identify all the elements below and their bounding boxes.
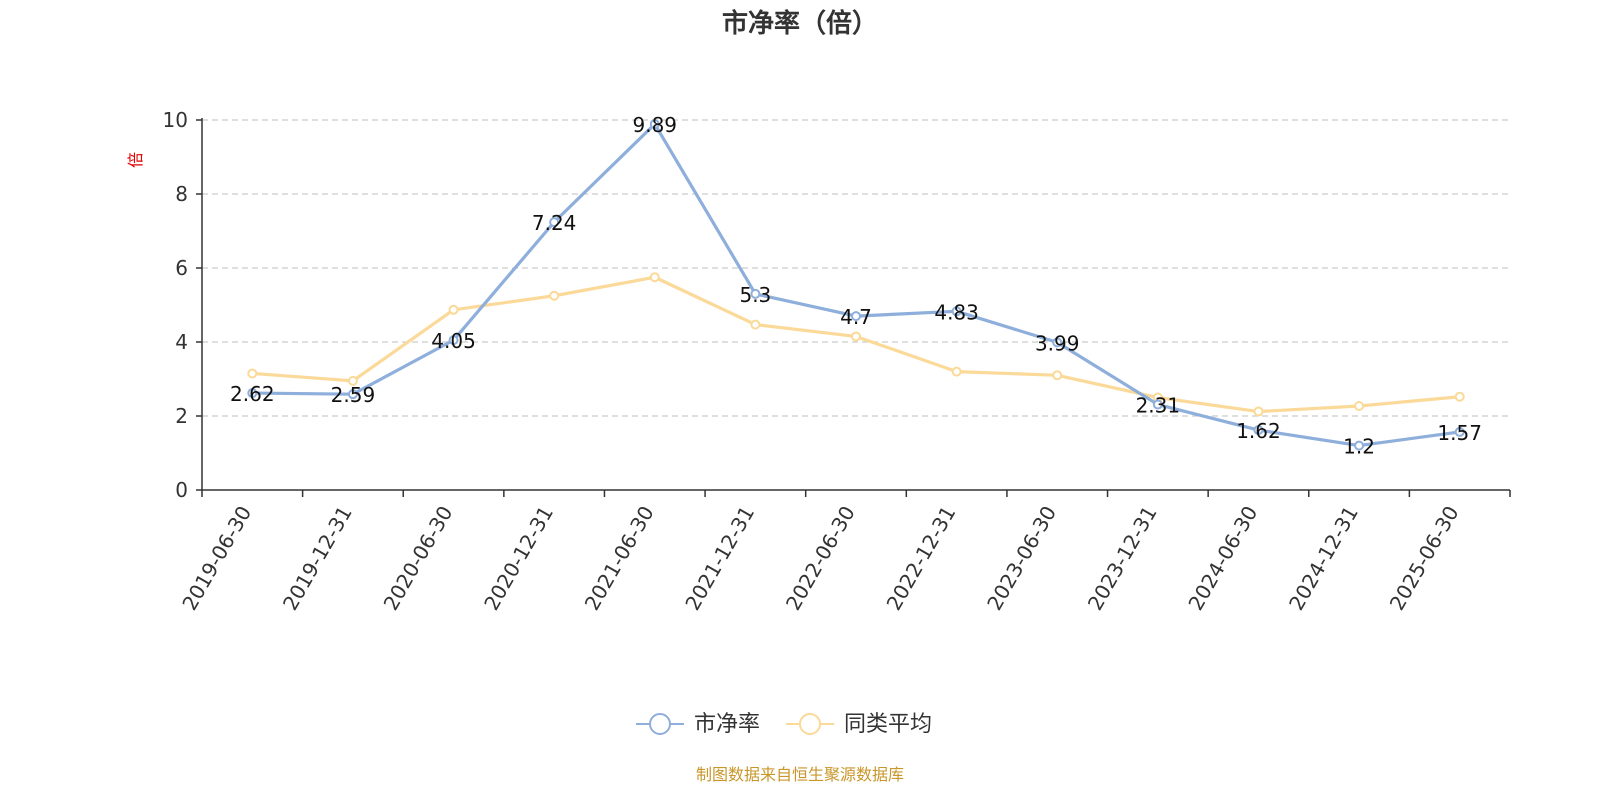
data-label: 2.31 <box>1136 394 1181 418</box>
data-point[interactable] <box>1052 370 1063 381</box>
data-point[interactable] <box>851 311 861 322</box>
data-point[interactable] <box>549 217 560 228</box>
data-point[interactable] <box>347 389 358 400</box>
data-point[interactable] <box>649 272 660 283</box>
x-tick-label: 2023-12-31 <box>1083 502 1162 615</box>
series-line-1 <box>252 122 1460 448</box>
x-tick-label: 2019-12-31 <box>278 502 357 615</box>
legend-marker <box>649 713 671 735</box>
axes <box>196 118 1511 497</box>
data-point[interactable] <box>347 375 358 386</box>
x-tick-label: 2022-12-31 <box>882 502 961 615</box>
data-label: 2.62 <box>230 382 275 406</box>
data-point[interactable] <box>1454 391 1465 402</box>
data-point[interactable] <box>247 368 258 379</box>
data-point[interactable] <box>1152 399 1163 410</box>
data-point[interactable] <box>649 119 660 130</box>
data-point[interactable] <box>951 366 962 377</box>
x-tick-label: 2023-06-30 <box>982 502 1061 615</box>
chart-title: 市净率（倍） <box>722 8 878 39</box>
legend-marker <box>799 713 821 735</box>
data-label: 1.2 <box>1343 435 1375 459</box>
data-label: 2.59 <box>331 383 376 407</box>
x-tick-labels: 2019-06-30 2019-12-31 2020-06-30 2020-12-31… <box>177 502 1463 615</box>
data-point[interactable] <box>851 331 861 342</box>
legend-label: 市净率 <box>694 712 760 737</box>
x-tick-label: 2021-06-30 <box>580 502 659 615</box>
data-point[interactable] <box>448 335 459 346</box>
data-label: 1.62 <box>1236 419 1281 443</box>
data-label: 4.05 <box>431 329 476 353</box>
data-point[interactable] <box>549 290 560 301</box>
data-point[interactable] <box>1253 425 1264 436</box>
x-tick-label: 2022-06-30 <box>781 502 860 615</box>
data-point[interactable] <box>1253 406 1264 417</box>
data-label: 7.24 <box>532 211 577 235</box>
y-tick-label: 2 <box>175 404 188 428</box>
y-tick-label: 0 <box>175 478 188 502</box>
x-tick-label: 2025-06-30 <box>1385 502 1464 615</box>
data-point[interactable] <box>247 388 258 399</box>
legend-label: 同类平均 <box>844 712 932 737</box>
legend-item-2[interactable]: 同类平均 <box>786 712 932 737</box>
data-point[interactable] <box>1354 401 1365 412</box>
legend[interactable]: 市净率 同类平均 <box>636 712 932 737</box>
y-tick-labels: 0 2 4 6 8 10 <box>163 108 188 502</box>
legend-item-1[interactable]: 市净率 <box>636 712 760 737</box>
y-tick-label: 4 <box>175 330 188 354</box>
series-group <box>247 119 1465 451</box>
x-tick-label: 2020-06-30 <box>379 502 458 615</box>
x-tick-label: 2024-12-31 <box>1284 502 1363 615</box>
data-label: 1.57 <box>1437 421 1482 445</box>
data-point[interactable] <box>1052 337 1063 348</box>
data-point[interactable] <box>448 304 459 315</box>
grid-lines <box>202 119 1510 417</box>
data-point[interactable] <box>750 319 761 330</box>
data-label: 4.7 <box>840 305 872 329</box>
data-labels: 2.62 2.59 4.05 7.24 9.89 5.3 4.7 4.83 3.99 2.31 1.… <box>230 113 1482 459</box>
data-label: 5.3 <box>739 283 771 307</box>
y-tick-label: 10 <box>163 108 188 132</box>
x-tick-label: 2021-12-31 <box>680 502 759 615</box>
x-tick-label: 2019-06-30 <box>177 502 256 615</box>
y-axis-label: 倍 <box>126 152 145 168</box>
data-point[interactable] <box>951 306 962 317</box>
data-label: 9.89 <box>633 113 678 137</box>
data-label: 4.83 <box>934 300 979 324</box>
data-label: 3.99 <box>1035 331 1080 355</box>
x-tick-label: 2020-12-31 <box>479 502 558 615</box>
source-note: 制图数据来自恒生聚源数据库 <box>696 765 904 784</box>
data-point[interactable] <box>1454 426 1465 437</box>
y-tick-label: 8 <box>175 182 188 206</box>
x-tick-label: 2024-06-30 <box>1183 502 1262 615</box>
y-tick-label: 6 <box>175 256 188 280</box>
data-point[interactable] <box>750 288 761 299</box>
data-point[interactable] <box>1354 440 1365 451</box>
